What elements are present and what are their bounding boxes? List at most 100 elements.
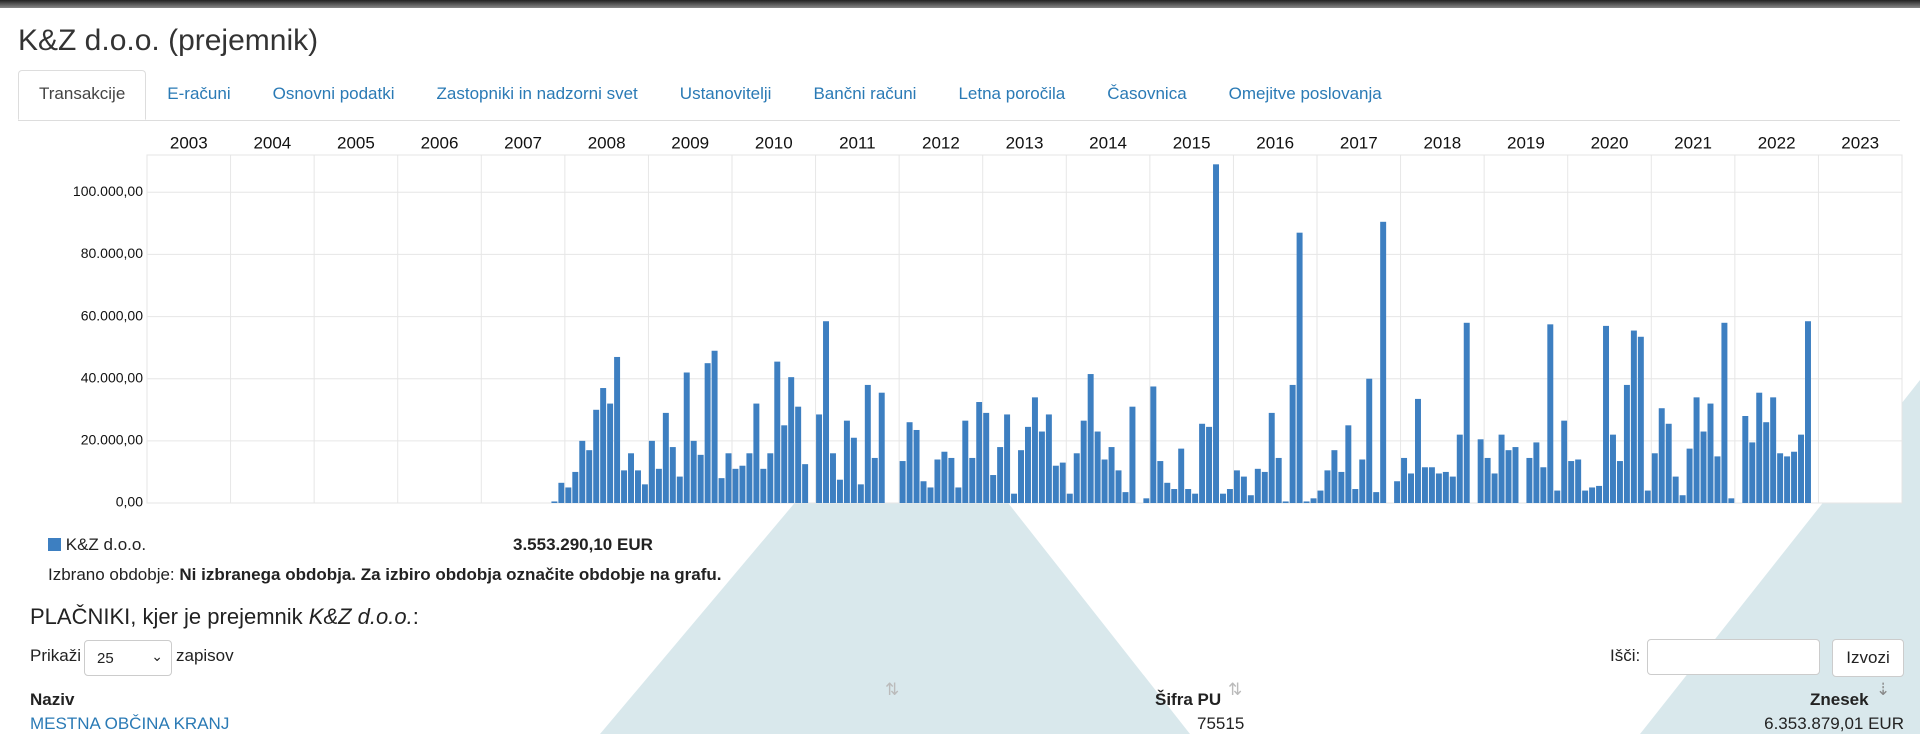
bar [1714, 456, 1721, 503]
bar [1171, 489, 1178, 503]
bar [1226, 489, 1233, 503]
legend-swatch [48, 538, 61, 551]
bar [1540, 467, 1547, 503]
bar [1798, 434, 1804, 503]
bar [1101, 459, 1108, 503]
bar [1289, 384, 1296, 503]
export-button[interactable]: Izvozi [1832, 639, 1904, 677]
bar [1477, 439, 1484, 503]
bar [1512, 447, 1519, 503]
y-tick-label: 0,00 [116, 494, 143, 510]
bar [927, 487, 934, 503]
bar [1679, 495, 1686, 503]
sort-icon[interactable]: ⇅ [1228, 680, 1243, 699]
bar [1568, 461, 1575, 503]
sort-icon[interactable]: ⇣ [1876, 680, 1891, 699]
bar [1784, 456, 1791, 503]
bar [593, 409, 600, 503]
sort-icon[interactable]: ⇅ [885, 680, 900, 699]
tab[interactable]: E-računi [167, 84, 231, 103]
top-bar [0, 0, 1920, 8]
bar [1777, 453, 1784, 503]
tab[interactable]: Transakcije [18, 70, 147, 120]
x-tick-label: 2007 [504, 133, 542, 152]
bar [1247, 495, 1254, 503]
bar [760, 468, 767, 503]
bar [843, 420, 850, 503]
search-input[interactable] [1647, 639, 1820, 675]
show-label: Prikaži [30, 646, 82, 665]
bar [1296, 232, 1303, 503]
bar [913, 429, 920, 503]
bar [1038, 431, 1045, 503]
tab[interactable]: Omejitve poslovanja [1228, 84, 1382, 103]
show-suffix: zapisov [176, 646, 234, 665]
bar [1435, 473, 1442, 503]
bar [1756, 392, 1763, 503]
bar [1129, 406, 1136, 503]
bar [1456, 434, 1463, 503]
x-tick-label: 2010 [755, 133, 793, 152]
legend-label: K&Z d.o.o. [65, 535, 147, 554]
bar [850, 437, 857, 503]
x-tick-label: 2021 [1674, 133, 1712, 152]
bar [1380, 221, 1387, 503]
bar [614, 356, 621, 503]
bar [1066, 493, 1073, 503]
bar [920, 481, 927, 503]
bar [697, 454, 704, 503]
bar [1401, 457, 1408, 503]
page-size-select[interactable]: 25 ⌄ [84, 640, 172, 676]
bar [1763, 422, 1770, 503]
tab[interactable]: Časovnica [1107, 84, 1187, 103]
row-code: 75515 [1197, 714, 1245, 733]
bar [711, 350, 718, 503]
bar [753, 403, 760, 503]
bar [1415, 398, 1421, 503]
bar [1505, 450, 1512, 503]
x-tick-label: 2015 [1173, 133, 1211, 152]
bar [767, 453, 774, 503]
bar [983, 412, 990, 503]
select-arrow: ⌄ [151, 648, 163, 664]
tab[interactable]: Bančni računi [813, 84, 917, 103]
tab[interactable]: Zastopniki in nadzorni svet [436, 84, 638, 103]
bar [1317, 490, 1324, 503]
x-tick-label: 2003 [170, 133, 208, 152]
x-tick-label: 2006 [421, 133, 459, 152]
y-tick-label: 60.000,00 [81, 307, 143, 323]
bar [1547, 324, 1554, 503]
bar [718, 478, 725, 503]
bar [1018, 450, 1024, 503]
bar [1589, 487, 1596, 503]
y-tick-label: 20.000,00 [81, 432, 143, 448]
bar [1004, 414, 1011, 503]
bar [1108, 447, 1115, 503]
bar [572, 471, 579, 503]
bar [1658, 408, 1665, 503]
row-name[interactable]: MESTNA OBČINA KRANJ [30, 714, 230, 733]
bar [781, 425, 788, 503]
plot-area [146, 154, 1903, 504]
x-tick-label: 2013 [1006, 133, 1044, 152]
bar [683, 372, 690, 503]
row-amount: 6.353.879,01 EUR [1764, 714, 1904, 733]
bar [662, 412, 669, 503]
bar [1164, 482, 1171, 503]
tab[interactable]: Osnovni podatki [272, 84, 395, 103]
search-label: Išči: [1610, 646, 1641, 665]
bar [857, 484, 864, 503]
bar [1080, 420, 1087, 503]
tab[interactable]: Ustanovitelji [679, 84, 772, 103]
bar [1421, 467, 1428, 503]
tab[interactable]: Letna poročila [958, 84, 1066, 103]
bar [1303, 501, 1310, 503]
x-tick-label: 2014 [1089, 133, 1127, 152]
bar [1233, 470, 1240, 503]
bar [1240, 476, 1247, 503]
bar [955, 487, 962, 503]
bar [1449, 476, 1456, 503]
bar [1025, 426, 1031, 503]
bar [823, 321, 829, 503]
bar [551, 501, 558, 503]
